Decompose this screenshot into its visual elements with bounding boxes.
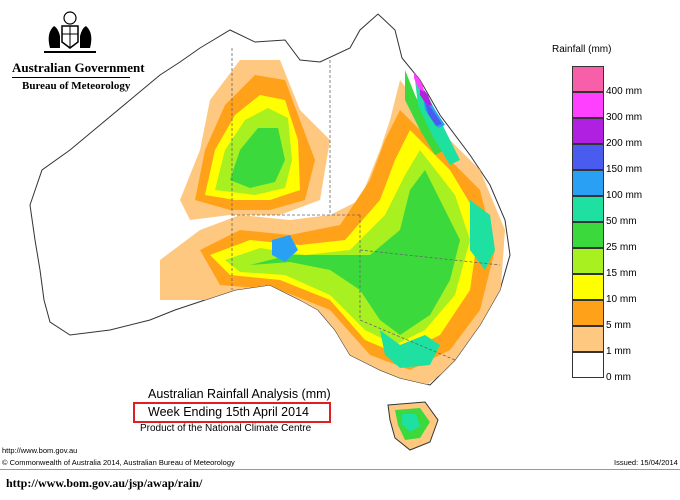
legend-swatch [572, 222, 604, 248]
legend-label: 10 mm [606, 294, 637, 305]
legend-swatch [572, 274, 604, 300]
legend-label: 25 mm [606, 242, 637, 253]
legend-label: 100 mm [606, 190, 643, 201]
rainfall-map [29, 13, 511, 451]
map-product-note: Product of the National Climate Centre [140, 423, 312, 434]
legend-label: 15 mm [606, 268, 637, 279]
legend-swatch [572, 326, 604, 352]
legend-swatch [572, 118, 604, 144]
legend-label: 400 mm [606, 86, 643, 97]
copyright-notice: © Commonwealth of Australia 2014, Austra… [2, 458, 235, 467]
map-title: Australian Rainfall Analysis (mm) [148, 387, 331, 401]
legend-label: 50 mm [606, 216, 637, 227]
bom-url: http://www.bom.gov.au [2, 446, 78, 455]
government-name: Australian Government [12, 60, 145, 75]
legend-swatch [572, 66, 604, 92]
legend-title: Rainfall (mm) [552, 44, 612, 55]
tasmania [387, 401, 439, 451]
legend-swatch [572, 300, 604, 326]
source-link[interactable]: http://www.bom.gov.au/jsp/awap/rain/ [6, 476, 203, 490]
legend-swatch [572, 196, 604, 222]
legend-swatch [572, 170, 604, 196]
highlight-box [133, 402, 331, 423]
legend-label: 200 mm [606, 138, 643, 149]
bureau-name: Bureau of Meteorology [22, 80, 131, 92]
footer-divider [0, 469, 680, 470]
legend-swatch [572, 352, 604, 378]
legend-label: 150 mm [606, 164, 643, 175]
legend-label: 0 mm [606, 372, 631, 383]
coat-of-arms-icon [44, 11, 96, 53]
legend-swatch [572, 144, 604, 170]
header-divider [12, 77, 130, 78]
legend-label: 5 mm [606, 320, 631, 331]
legend-swatch [572, 248, 604, 274]
map-period: Week Ending 15th April 2014 [148, 405, 309, 419]
legend-label: 300 mm [606, 112, 643, 123]
issued-date: Issued: 15/04/2014 [614, 458, 678, 467]
australia-mainland [29, 13, 511, 386]
legend-swatch [572, 92, 604, 118]
legend-label: 1 mm [606, 346, 631, 357]
